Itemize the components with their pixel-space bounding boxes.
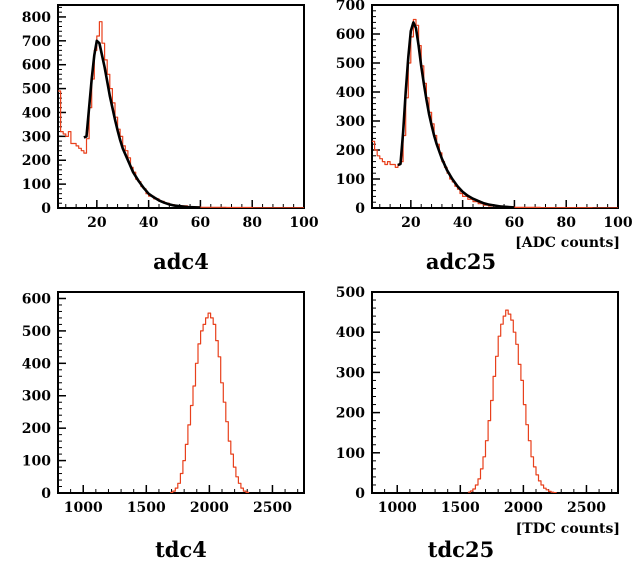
y-tick-label: 100	[22, 177, 51, 193]
y-tick-label: 300	[22, 129, 51, 145]
x-tick-label: 80	[242, 215, 262, 231]
y-tick-label: 600	[336, 27, 365, 43]
y-tick-label: 100	[336, 172, 365, 188]
y-tick-label: 600	[22, 291, 51, 307]
y-tick-label: 400	[336, 85, 365, 101]
y-tick-label: 200	[336, 406, 365, 422]
y-tick-label: 600	[22, 58, 51, 74]
histogram-series	[170, 312, 250, 493]
panel-adc4: 20 40 60 80 100 0 100 200 300 400 500 600 700 800 adc4	[22, 4, 319, 274]
y-tick-label: 0	[355, 201, 365, 217]
y-tick-label: 200	[336, 143, 365, 159]
y-tick-label: 400	[336, 325, 365, 341]
histogram-series	[467, 309, 557, 493]
panel-title: adc25	[426, 249, 496, 274]
y-tick-label: 200	[22, 153, 51, 169]
y-tick-label: 100	[22, 454, 51, 470]
panel-title: tdc25	[428, 537, 494, 562]
x-tick-label: 2500	[567, 500, 606, 516]
x-tick-label: 40	[139, 215, 159, 231]
y-tick-label: 300	[336, 114, 365, 130]
y-tick-label: 100	[336, 446, 365, 462]
x-tick-label: 1500	[441, 500, 480, 516]
panel-tdc25: 1000 1500 2000 2500 0 100 200 300 400 500 [TDC cou…	[336, 285, 620, 562]
y-tick-label: 500	[22, 324, 51, 340]
y-tick-label: 0	[41, 201, 51, 217]
y-tick-label: 300	[336, 365, 365, 381]
x-tick-label: 100	[289, 215, 318, 231]
x-tick-label: 2000	[504, 500, 543, 516]
x-tick-label: 1500	[127, 500, 166, 516]
y-tick-label: 0	[355, 486, 365, 502]
plot-frame	[371, 4, 619, 209]
x-tick-label: 20	[401, 215, 421, 231]
x-tick-label: 1000	[64, 500, 103, 516]
x-axis-unit-label: [TDC counts]	[516, 521, 620, 537]
y-tick-label: 500	[22, 82, 51, 98]
panel-adc25: 20 40 60 80 100 0 100 200 300 400 500 600 700 [ADC co…	[336, 0, 632, 274]
y-tick-label: 200	[22, 421, 51, 437]
x-tick-label: 20	[87, 215, 107, 231]
y-tick-label: 700	[22, 34, 51, 50]
y-tick-label: 800	[22, 10, 51, 26]
fit-curve-series	[83, 39, 201, 208]
x-tick-label: 40	[453, 215, 473, 231]
plot-frame	[57, 4, 305, 209]
y-tick-label: 300	[22, 389, 51, 405]
x-tick-label: 2000	[190, 500, 229, 516]
panel-title: tdc4	[155, 537, 207, 562]
y-tick-label: 400	[22, 105, 51, 121]
x-tick-label: 80	[556, 215, 576, 231]
x-tick-label: 60	[505, 215, 525, 231]
x-tick-label: 100	[603, 215, 632, 231]
plot-frame	[371, 291, 619, 494]
fit-curve-series	[397, 21, 515, 208]
y-tick-label: 700	[336, 0, 365, 14]
y-tick-label: 400	[22, 356, 51, 372]
y-tick-label: 500	[336, 285, 365, 301]
x-axis-unit-label: [ADC counts]	[515, 235, 620, 251]
plot-frame	[57, 291, 305, 494]
y-tick-label: 500	[336, 56, 365, 72]
x-tick-label: 60	[191, 215, 211, 231]
y-tick-label: 0	[41, 486, 51, 502]
x-tick-label: 2500	[253, 500, 292, 516]
panel-tdc4: 1000 1500 2000 2500 0 100 200 300 400 500 600 tdc4	[22, 291, 305, 562]
x-tick-label: 1000	[378, 500, 417, 516]
panel-title: adc4	[153, 249, 209, 274]
